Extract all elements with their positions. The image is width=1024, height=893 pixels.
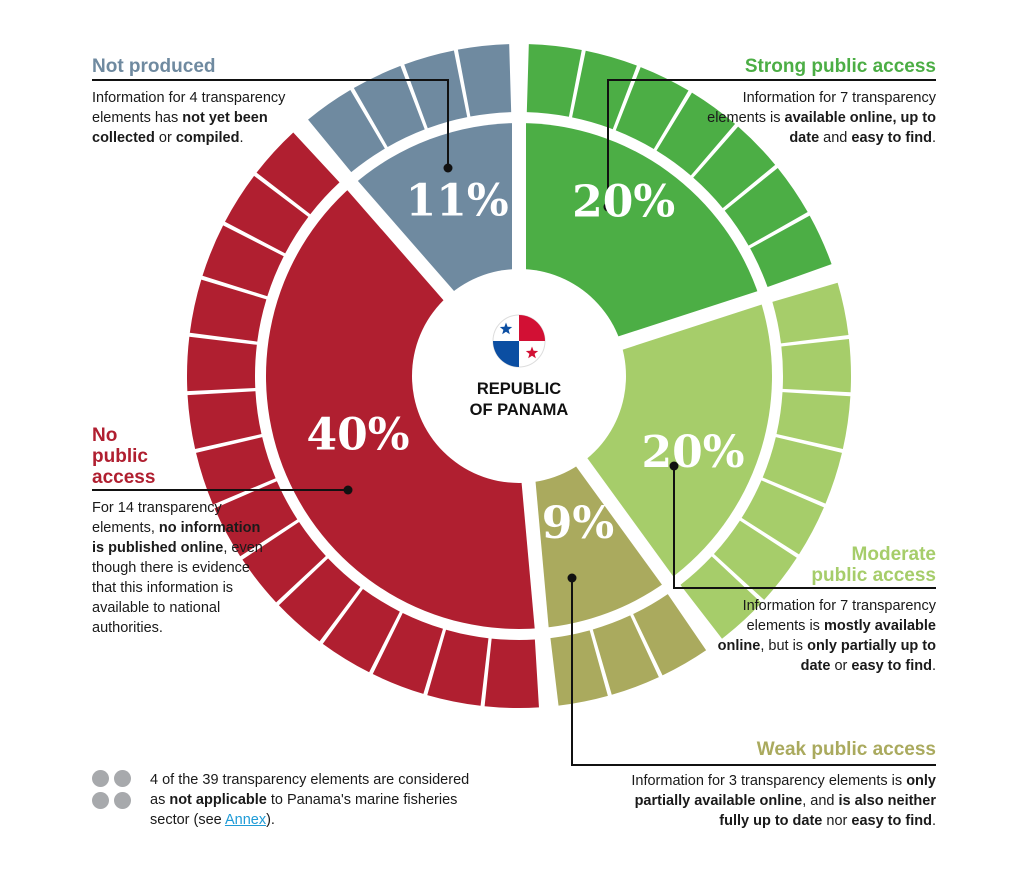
- panama-flag-icon: [492, 314, 546, 368]
- percent-label-strong: 20%: [572, 176, 675, 227]
- strong-access-title: Strong public access: [744, 56, 936, 77]
- outer-tile-moderate: [680, 556, 762, 639]
- leader-dot-none: [343, 485, 353, 495]
- annotation-connectors: [92, 79, 936, 766]
- outer-tile-strong: [656, 92, 736, 176]
- outer-tile-moderate: [713, 520, 797, 600]
- not-produced-title: Not produced: [92, 56, 216, 77]
- outer-tile-not_produced: [353, 65, 425, 147]
- footnote-not-applicable: 4 of the 39 transparency elements are co…: [150, 772, 470, 828]
- outer-tile-strong: [750, 215, 832, 288]
- leader-line-moderate: [673, 466, 936, 589]
- center-badge: REPUBLIC OF PANAMA: [470, 314, 569, 419]
- leader-dot-not_produced: [443, 163, 453, 173]
- outer-tile-strong: [572, 50, 637, 130]
- percent-label-none: 40%: [307, 409, 410, 460]
- outer-tile-weak: [550, 630, 608, 706]
- outer-tile-none: [224, 175, 309, 254]
- flag-red-quarter: [519, 315, 545, 341]
- outer-tile-weak: [633, 594, 707, 676]
- no-access-description: For 14 transparency elements, no informa…: [92, 500, 263, 636]
- not-produced-description: Information for 4 transparency elements …: [92, 90, 286, 146]
- outer-tile-moderate: [762, 437, 842, 504]
- outer-tile-none: [372, 613, 443, 694]
- inner-donut-ring: [265, 38, 843, 714]
- outer-tile-none: [427, 629, 489, 706]
- percent-label-moderate: 20%: [642, 427, 745, 478]
- outer-tile-not_produced: [308, 90, 385, 173]
- country-label-line2: OF PANAMA: [470, 401, 569, 419]
- leader-line-weak: [571, 578, 936, 766]
- outer-tile-none: [242, 522, 326, 603]
- donut-hole: [412, 269, 626, 483]
- outer-tile-none: [278, 558, 361, 642]
- outer-tile-not_produced: [457, 44, 512, 117]
- no-access-title: No public access: [92, 425, 156, 488]
- leader-dot-strong: [603, 202, 613, 212]
- weak-access-description: Information for 3 transparency elements …: [631, 773, 936, 829]
- outer-segment-ring: [187, 44, 851, 708]
- leader-dot-weak: [567, 573, 577, 583]
- outer-tile-not_produced: [404, 50, 468, 129]
- leader-line-strong: [607, 79, 936, 207]
- leader-line-not_produced: [92, 79, 449, 168]
- moderate-access-description: Information for 7 transparency elements …: [717, 598, 936, 674]
- moderate-access-title: Moderate public access: [811, 544, 936, 586]
- outer-tile-moderate: [776, 392, 851, 449]
- outer-tile-none: [187, 391, 262, 449]
- outer-tile-moderate: [781, 338, 851, 393]
- weak-access-title: Weak public access: [756, 739, 936, 760]
- not-applicable-dots-icon: [92, 770, 136, 810]
- inner-sector-none: [265, 185, 542, 630]
- percent-label-weak: 9%: [542, 498, 614, 549]
- flag-blue-star: [499, 322, 513, 335]
- outer-tile-none: [189, 279, 267, 342]
- outer-tile-none: [187, 336, 257, 392]
- percent-label-not_produced: 11%: [406, 176, 509, 227]
- flag-blue-quarter: [493, 341, 519, 367]
- outer-tile-strong: [615, 67, 689, 149]
- outer-tile-none: [196, 437, 276, 505]
- outer-tile-moderate: [741, 480, 824, 555]
- outer-tile-weak: [592, 615, 659, 695]
- outer-tile-none: [202, 225, 284, 297]
- strong-access-description: Information for 7 transparency elements …: [707, 90, 936, 146]
- outer-tile-none: [256, 132, 340, 215]
- outer-tile-strong: [724, 167, 808, 246]
- outer-tile-strong: [693, 126, 776, 209]
- annex-link[interactable]: Annex: [224, 812, 267, 828]
- flag-red-star: [525, 346, 539, 359]
- outer-tile-moderate: [772, 282, 849, 344]
- percent-labels: 20% 20% 9% 40% 11%: [307, 176, 745, 549]
- outer-tile-none: [214, 481, 298, 557]
- outer-tile-strong: [526, 44, 582, 117]
- country-label-line1: REPUBLIC: [477, 380, 561, 398]
- outer-tile-none: [322, 588, 400, 673]
- outer-tile-none: [484, 638, 539, 708]
- leader-dot-moderate: [669, 461, 679, 471]
